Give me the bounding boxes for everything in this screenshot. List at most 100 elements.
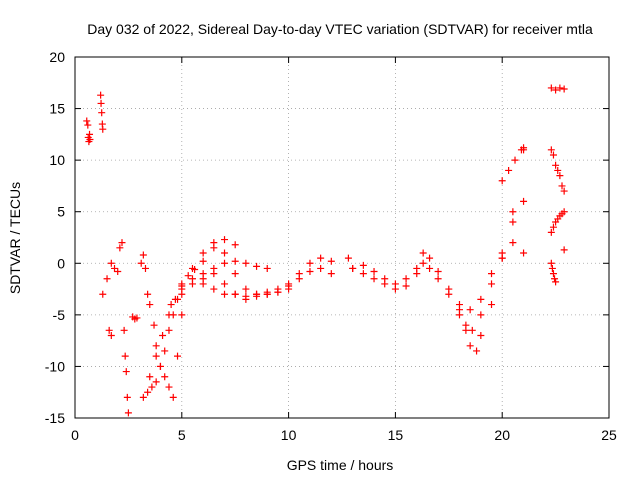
data-point <box>426 264 434 272</box>
series-arc-e <box>146 257 271 381</box>
data-point <box>141 264 149 272</box>
y-axis: -15 -10 -5 0 5 10 15 20 <box>45 49 609 426</box>
data-point <box>169 393 177 401</box>
series-arc-end-a <box>547 146 568 195</box>
data-point <box>498 177 506 185</box>
data-point <box>556 172 564 180</box>
data-point <box>148 383 156 391</box>
series-arc-b <box>129 313 141 323</box>
data-point <box>165 311 173 319</box>
data-point <box>552 161 560 169</box>
data-point <box>114 268 122 276</box>
data-point <box>549 223 557 231</box>
data-point <box>111 264 119 272</box>
data-point <box>498 254 506 262</box>
data-point <box>434 268 442 276</box>
data-point <box>99 125 107 133</box>
data-point <box>150 321 158 329</box>
data-point <box>511 156 519 164</box>
data-point <box>370 275 378 283</box>
data-point <box>402 275 410 283</box>
data-point <box>165 383 173 391</box>
y-tick-label: 5 <box>57 204 65 220</box>
data-point <box>231 290 239 298</box>
data-point <box>97 91 105 99</box>
data-point <box>152 378 160 386</box>
series-arc-j <box>349 197 528 334</box>
data-point <box>221 236 229 244</box>
y-tick-label: -5 <box>53 307 66 323</box>
data-point <box>558 182 566 190</box>
data-point <box>344 254 352 262</box>
data-point <box>263 290 271 298</box>
data-point <box>99 290 107 298</box>
y-tick-label: 15 <box>49 101 65 117</box>
data-point <box>488 270 496 278</box>
data-point <box>120 326 128 334</box>
data-point <box>221 290 229 298</box>
data-point <box>105 326 113 334</box>
data-point <box>306 268 314 276</box>
series-arc-late <box>498 144 528 185</box>
data-point <box>509 218 517 226</box>
data-point <box>231 257 239 265</box>
data-point <box>419 259 427 267</box>
data-point <box>426 254 434 262</box>
data-point <box>178 311 186 319</box>
data-point <box>188 280 196 288</box>
data-point <box>560 85 568 93</box>
series-arc-end-c <box>547 246 568 286</box>
data-point <box>98 109 106 117</box>
data-point <box>477 295 485 303</box>
data-point <box>549 270 557 278</box>
data-point <box>199 249 207 257</box>
series-arc-k <box>455 239 528 314</box>
data-point <box>445 290 453 298</box>
x-tick-label: 0 <box>71 427 79 443</box>
data-point <box>159 331 167 339</box>
data-point <box>520 197 528 205</box>
data-point <box>210 239 218 247</box>
data-point <box>242 295 250 303</box>
data-point <box>178 280 186 288</box>
x-axis: 0 5 10 15 20 25 <box>71 57 617 443</box>
plot-frame <box>74 56 610 419</box>
data-point <box>86 136 94 144</box>
data-point <box>381 280 389 288</box>
data-point <box>434 275 442 283</box>
data-point <box>560 187 568 195</box>
data-point <box>161 373 169 381</box>
data-point <box>123 393 131 401</box>
data-point <box>462 321 470 329</box>
data-point <box>520 249 528 257</box>
data-point <box>505 166 513 174</box>
data-point <box>317 264 325 272</box>
data-point <box>306 259 314 267</box>
series-arc-c <box>137 251 186 401</box>
data-point <box>477 331 485 339</box>
series-arc-a <box>99 239 126 298</box>
data-point <box>327 257 335 265</box>
x-tick-label: 25 <box>601 427 617 443</box>
data-point <box>146 301 154 309</box>
data-point <box>178 290 186 298</box>
data-point <box>554 166 562 174</box>
data-point <box>152 342 160 350</box>
data-point <box>84 121 92 129</box>
data-point <box>242 285 250 293</box>
x-tick-label: 5 <box>178 427 186 443</box>
data-point <box>199 280 207 288</box>
data-point <box>263 264 271 272</box>
x-tick-label: 15 <box>388 427 404 443</box>
series-arc-end-top <box>547 84 568 94</box>
data-point <box>419 249 427 257</box>
data-point <box>285 285 293 293</box>
series-arc-h <box>199 270 293 303</box>
data-point <box>118 239 126 247</box>
data-point <box>560 208 568 216</box>
data-point <box>548 264 556 272</box>
data-point <box>473 347 481 355</box>
y-tick-label: 10 <box>49 152 65 168</box>
y-axis-label: SDTVAR / TECUs <box>7 182 23 294</box>
data-point <box>477 311 485 319</box>
